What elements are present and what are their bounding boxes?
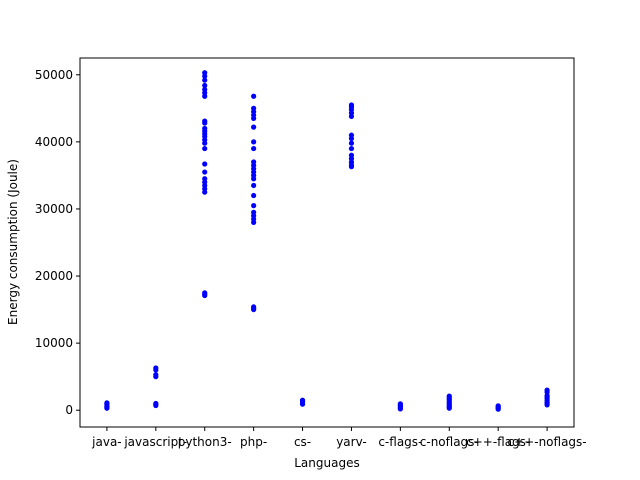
data-point [446,393,452,399]
x-tick-label: cs- [294,435,311,449]
data-point [544,387,550,393]
data-point [153,400,159,407]
data-point [202,169,208,175]
data-point [202,290,208,296]
data-point [251,209,257,215]
x-tick-label: c-noflags- [420,435,479,449]
data-point [348,140,355,146]
data-point [251,139,257,145]
y-tick-label: 20000 [35,269,73,283]
data-point [299,397,306,403]
y-tick-label: 0 [65,403,73,417]
y-tick-label: 40000 [35,135,73,149]
y-tick-label: 10000 [35,336,73,350]
data-point [202,145,208,152]
data-point [202,86,208,93]
data-point [251,182,257,189]
x-tick-label: c++-noflags- [508,435,587,449]
data-point [153,365,159,371]
data-point [251,105,257,111]
data-point [348,102,355,108]
data-point [251,93,257,99]
data-point [348,132,355,138]
x-tick-label: javascript- [123,435,187,449]
data-point [202,82,208,89]
data-point [348,152,355,158]
x-axis: java-javascript-python3- php-cs-yarv-c-fl… [91,427,587,449]
x-axis-label: Languages [294,456,359,470]
data-point [202,77,208,83]
data-point [202,176,208,182]
data-point [202,118,208,124]
x-tick-label: php- [240,435,267,449]
data-point [251,145,257,152]
data-point [348,145,355,152]
data-point [104,400,110,406]
y-axis-label: Energy consumption (Joule) [6,159,20,325]
x-tick-label: yarv- [336,435,367,449]
data-point [251,159,257,165]
y-axis: 0 10000 20000 30000 40000 50000 [35,68,80,417]
data-point [251,304,257,310]
data-point [153,372,159,378]
data-point [397,401,403,407]
data-point [251,124,257,130]
y-tick-label: 50000 [35,68,73,82]
data-point [202,161,208,167]
data-point [202,125,208,132]
plot-frame [79,57,575,428]
x-tick-label: c++-flags- [466,435,530,449]
x-tick-label: python3- [178,435,232,449]
data-point [202,70,208,76]
data-point [251,192,257,199]
data-points [104,70,550,412]
x-tick-label: c-flags- [378,435,422,449]
y-tick-label: 30000 [35,202,73,216]
x-tick-label: java- [91,435,121,449]
data-point [495,403,501,409]
data-point [251,203,257,209]
